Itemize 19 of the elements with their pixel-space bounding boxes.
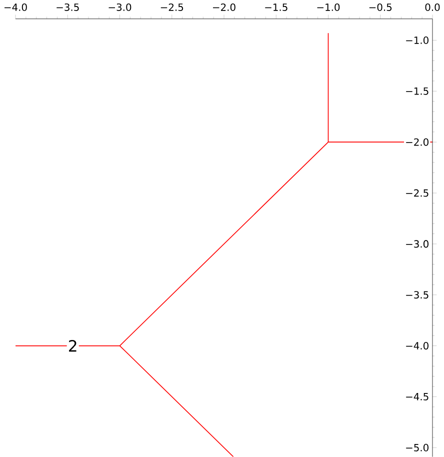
x-tick-label: −2.5 (160, 3, 184, 11)
y-tick-label: −3.5 (406, 291, 428, 299)
x-tick-label: −3.5 (56, 3, 79, 11)
y-tick-label: −2.5 (406, 189, 428, 197)
x-tick-label: −4.0 (4, 3, 27, 11)
x-tick-label: −3.0 (108, 3, 132, 11)
y-tick-label: −1.0 (406, 36, 429, 44)
annotation: 2 (69, 340, 76, 352)
y-tick-label: −2.0 (406, 138, 429, 146)
y-tick-label: −1.5 (406, 87, 428, 95)
y-tick-label: −3.0 (406, 240, 429, 248)
y-tick-label: −4.5 (406, 393, 428, 400)
y-tick-label: −5.0 (406, 444, 429, 452)
x-tick-label: −0.5 (369, 3, 392, 11)
x-tick-label: −1.5 (265, 4, 288, 11)
x-tick-label: −2.0 (213, 3, 236, 11)
y-tick-label: −4.0 (406, 342, 429, 350)
x-tick-label: 0.0 (425, 3, 440, 11)
x-tick-label: −1.0 (317, 3, 340, 11)
